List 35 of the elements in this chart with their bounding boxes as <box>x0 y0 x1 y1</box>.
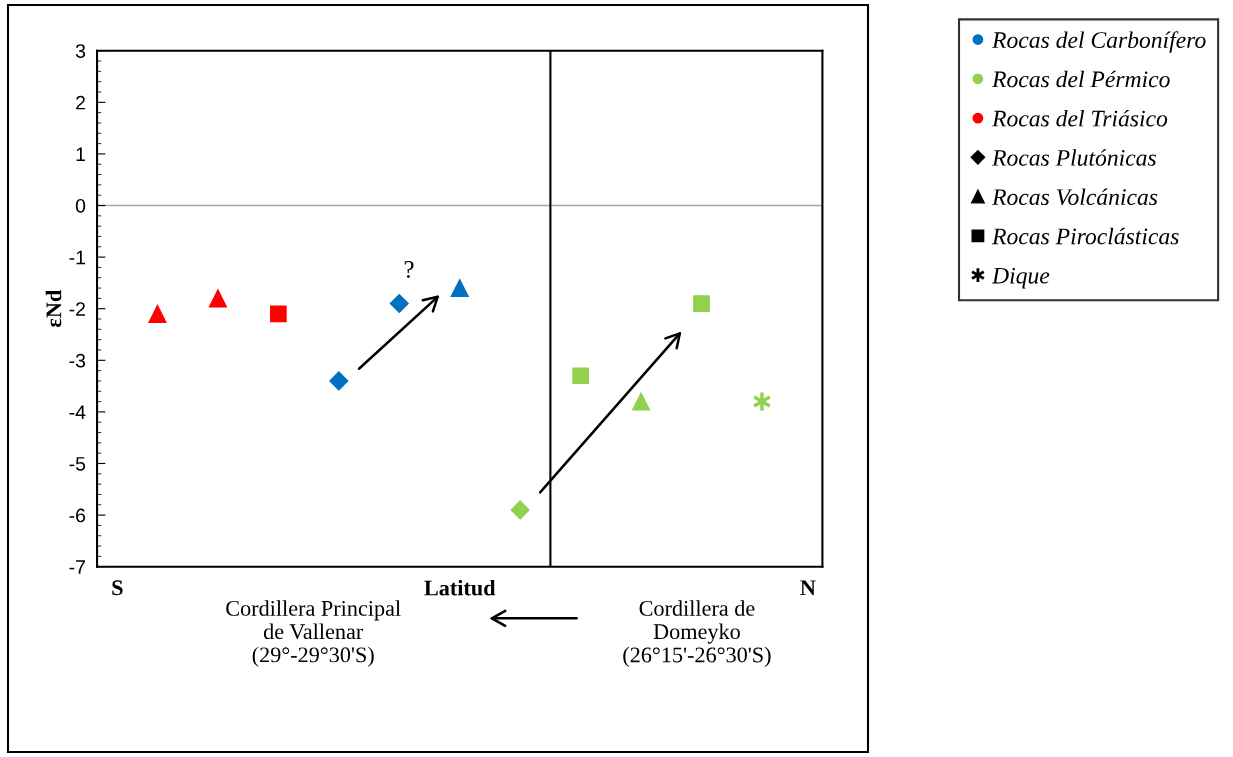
point <box>632 392 651 411</box>
point <box>270 305 287 323</box>
y-tick-label: 1 <box>76 147 85 161</box>
y-tick-label: -6 <box>69 508 86 523</box>
legend-label: Rocas del Carbonífero <box>991 31 1206 53</box>
x-axis-title: Latitud <box>424 579 496 596</box>
point <box>572 367 589 385</box>
legend-label: Rocas Piroclásticas <box>991 227 1179 245</box>
legend-label: Rocas Volcánicas <box>991 188 1158 206</box>
point <box>510 500 530 520</box>
point <box>208 289 227 308</box>
y-tick-label: -5 <box>69 457 86 471</box>
text: Cordillera Principal de Vallenar (29°-29°30'S) <box>226 600 401 667</box>
y-axis-title: εNd <box>45 290 62 328</box>
y-tick-label: -7 <box>69 560 85 574</box>
point <box>450 279 469 298</box>
y-tick-label: -3 <box>69 353 86 368</box>
legend-label: Dique <box>991 267 1050 289</box>
y-tick-label: 0 <box>75 198 86 213</box>
y-tick-label: -2 <box>69 302 85 316</box>
y-tick-label: 2 <box>76 95 85 110</box>
text: S <box>112 580 123 596</box>
text: Cordillera de Domeyko (26°15'-26°30'S) <box>623 600 771 667</box>
y-tick-label: 3 <box>75 44 86 58</box>
text: N <box>800 580 816 596</box>
legend-label: Rocas Plutónicas <box>991 149 1156 166</box>
point <box>148 304 167 323</box>
annotation: ? <box>404 261 414 278</box>
y-tick-label: -4 <box>69 405 86 419</box>
legend-label: Rocas del Pérmico <box>991 70 1170 88</box>
point <box>389 294 409 314</box>
point <box>329 371 349 391</box>
y-tick-label: -1 <box>69 250 85 265</box>
point <box>693 295 710 312</box>
legend-label: Rocas del Triásico <box>991 109 1168 127</box>
